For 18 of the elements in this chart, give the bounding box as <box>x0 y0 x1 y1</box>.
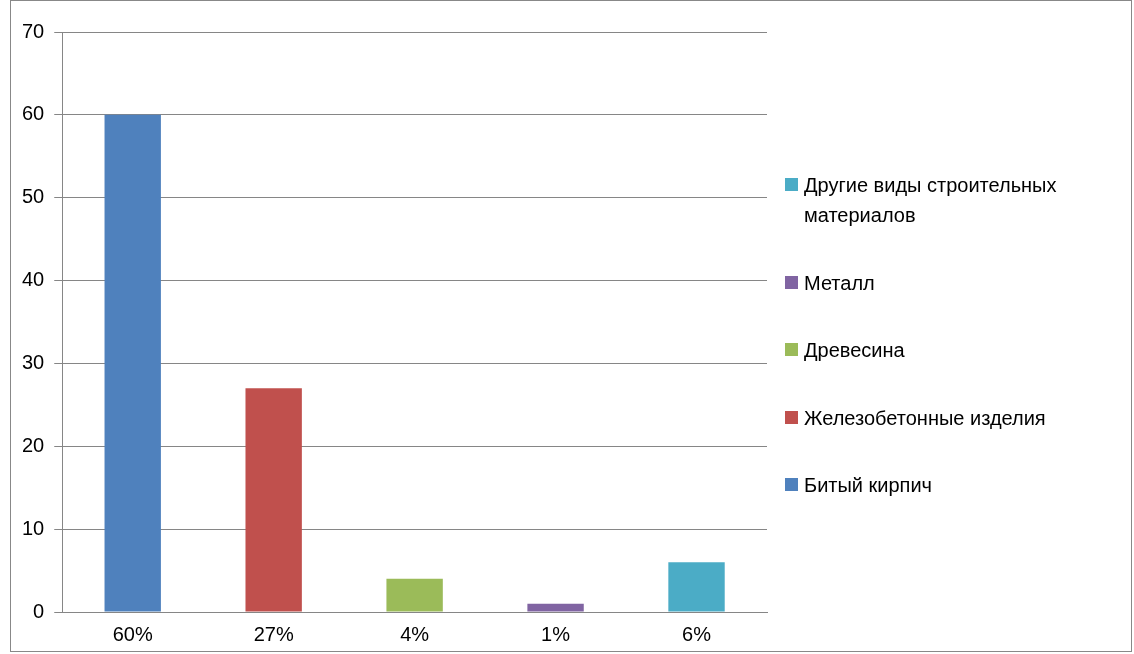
legend-label: Битый кирпич <box>804 473 933 498</box>
x-tick-label: 27% <box>253 622 294 645</box>
y-tick-label: 30 <box>22 350 45 373</box>
y-tick-label: 40 <box>22 268 45 291</box>
legend-label: Металл <box>804 270 875 296</box>
y-tick-label: 0 <box>33 599 45 622</box>
x-tick-label: 60% <box>112 622 153 645</box>
x-tick-label: 4% <box>400 622 430 645</box>
y-tick-label: 60 <box>22 102 45 125</box>
y-tick-label: 10 <box>22 516 45 539</box>
legend-label: Древесина <box>804 338 905 363</box>
legend-label: Железобетонные изделия <box>804 405 1046 431</box>
x-tick-label: 6% <box>682 622 712 645</box>
y-tick-label: 20 <box>22 433 45 456</box>
x-tick-label: 1% <box>541 622 571 645</box>
y-tick-label: 50 <box>22 185 45 208</box>
legend-label: Другие виды строительных материалов <box>804 173 1058 228</box>
y-tick-label: 70 <box>22 19 45 42</box>
